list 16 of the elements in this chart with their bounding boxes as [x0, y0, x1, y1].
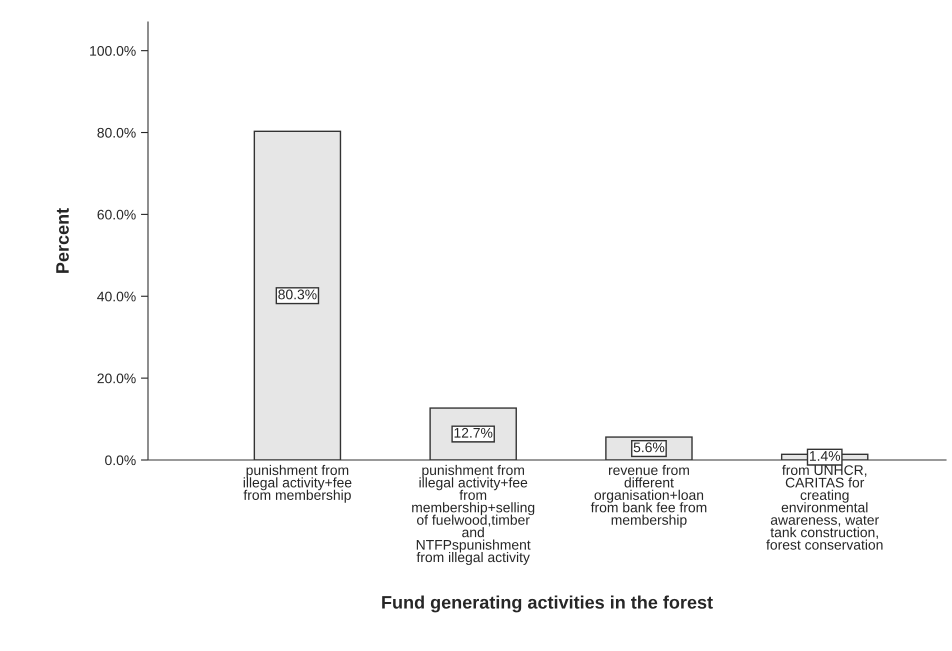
y-tick-label: 80.0% [97, 128, 136, 138]
y-tick-label: 60.0% [98, 210, 136, 220]
data-label: 5.6% [634, 442, 664, 452]
y-tick-label: 40.0% [97, 292, 136, 302]
data-label: 80.3% [278, 290, 317, 300]
data-label: 1.4% [810, 451, 840, 461]
y-tick-label: 20.0% [98, 373, 136, 384]
y-tick-label: 0.0% [105, 455, 136, 466]
x-axis-title: Fund generating activities in the forest [382, 595, 713, 612]
x-tick-label: punishment from illegal activity+fee from membership [244, 464, 352, 503]
x-tick-label: revenue from different organisation+loan from bank fee from membership [590, 464, 706, 528]
x-tick-label: from UNHCR, CARITAS for creating environmental awareness, water tank construction, forest conservation [766, 464, 882, 550]
y-tick-label: 100.0% [90, 46, 136, 56]
data-label: 12.7% [454, 428, 492, 438]
x-tick-label: punishment from illegal activity+fee from membership+selling of fuelwood,timber and NTFPspunishment from illegal activity [412, 464, 534, 565]
y-axis-title: Percent [56, 208, 69, 273]
